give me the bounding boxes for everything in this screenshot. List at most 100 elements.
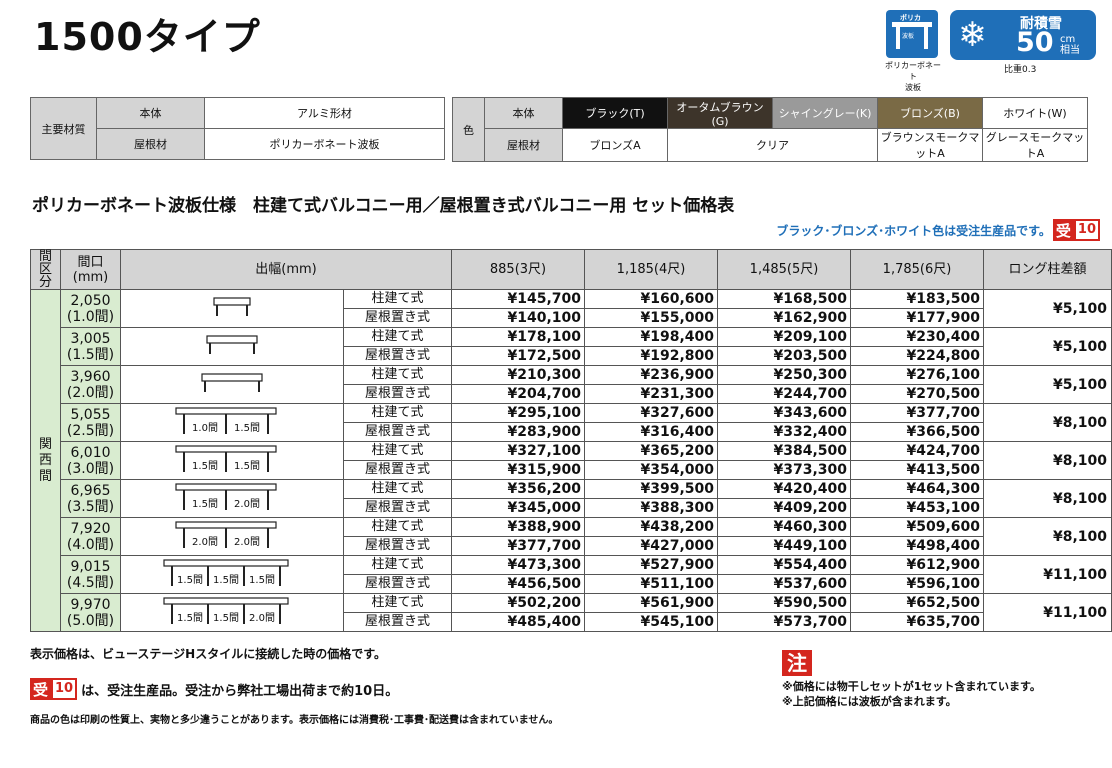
type-label: 屋根置き式 [343,460,452,480]
price-cell: ¥498,400 [850,536,984,556]
made-to-order-badge: 受 10 [30,678,78,700]
footer-note-2: 受 10 は、受注生産品。受注から弊社工場出荷まで約10日。 [30,678,398,700]
color-swatch: ブロンズ(B) [877,97,983,129]
price-cell: ¥545,100 [584,612,718,632]
post-span-label: 1.5間 [177,574,203,586]
footer-note-3: 商品の色は印刷の性質上、実物と多少違うことがあります。表示価格には消費税･工事費… [30,715,559,726]
price-cell: ¥420,400 [717,479,851,499]
price-cell: ¥204,700 [451,384,585,404]
price-cell: ¥561,900 [584,593,718,613]
diagram-cell: 2.0間 2.0間 [120,517,344,556]
roof-shape [175,407,277,415]
roof-color: グレースモークマットA [982,128,1088,162]
type-label: 屋根置き式 [343,422,452,442]
table-row: 9,970 (5.0間) 1.5間 1.5間 2.0間 柱建て式 ¥502,200 ¥561,… [31,593,1112,632]
price-cell: ¥449,100 [717,536,851,556]
balcony-diagram: 1.5間 1.5間 2.0間 [163,597,289,624]
snow-load-icon: ❄ 耐積雪 50 cm相当 [950,10,1096,60]
price-table-title: ポリカーボネート波板仕様 柱建て式バルコニー用／屋根置き式バルコニー用 セット価… [32,196,735,216]
price-cell: ¥209,100 [717,327,851,347]
price-cell: ¥244,700 [717,384,851,404]
price-cell: ¥332,400 [717,422,851,442]
roof-color: ブラウンスモークマットA [877,128,983,162]
price-cell: ¥527,900 [584,555,718,575]
table-row: 6,010 (3.0間) 1.5間 1.5間 柱建て式 ¥327,100 ¥365,200 ¥… [31,441,1112,480]
span-cell: 2,050 (1.0間) [60,289,121,328]
span-ken: (1.5間) [66,346,115,363]
roof-shape [201,373,263,382]
price-cell: ¥327,600 [584,403,718,423]
roof-shape [175,445,277,453]
kubun-header: 間区分 [30,249,61,290]
materials-table: 主要材質 本体 アルミ形材 屋根材 ポリカーボネート波板 [30,97,445,160]
price-cell: ¥366,500 [850,422,984,442]
post-span-label: 2.0間 [234,498,260,510]
price-cell: ¥203,500 [717,346,851,366]
materials-label: 主要材質 [30,97,97,160]
price-cell: ¥373,300 [717,460,851,480]
price-cell: ¥635,700 [850,612,984,632]
table-row: 関西間 2,050 (1.0間) 柱建て式 ¥145,700 ¥160,600 ¥168,5… [30,289,1112,632]
poly-caption-2: 波板 [905,83,921,92]
price-cell: ¥145,700 [451,289,585,309]
price-cell: ¥460,300 [717,517,851,537]
price-cell: ¥140,100 [451,308,585,328]
colors-table: 色 本体 ブラック(T) オータムブラウン(G) シャイングレー(K) ブロンズ(B)… [452,97,1088,162]
price-table: 間区分 間口 (mm) 出幅(mm) 885(3尺) 1,185(4尺) 1,4… [30,249,1112,632]
table-row: 屋根置き式 ¥172,500 ¥192,800 ¥203,500 ¥224,800 [31,346,1112,366]
type-label: 柱建て式 [343,517,452,537]
table-row: 屋根置き式 ¥485,400 ¥545,100 ¥573,700 ¥635,700 [31,612,1112,632]
price-cell: ¥365,200 [584,441,718,461]
span-ken: (3.5間) [66,498,115,515]
page-title: 1500タイプ [34,15,261,59]
price-cell: ¥537,600 [717,574,851,594]
long-post-diff: ¥8,100 [983,441,1112,480]
price-cell: ¥236,900 [584,365,718,385]
roof-color: クリア [667,128,878,162]
price-cell: ¥231,300 [584,384,718,404]
balcony-diagram: 1.5間 1.5間 [175,445,277,472]
span-mm: 9,015 [70,558,111,575]
caution-notes: ※価格には物干しセットが1セット含まれています。 ※上記価格には波板が含まれます… [782,679,1041,709]
post-span-label: 1.5間 [213,612,239,624]
span-cell: 6,965 (3.5間) [60,479,121,518]
price-cell: ¥183,500 [850,289,984,309]
polycarbonate-icon: ポリカ 波板 [886,10,938,58]
color-body-label: 本体 [484,97,563,129]
poly-icon-sub: 波板 [902,33,915,40]
roof-shape [206,335,258,344]
price-cell: ¥230,400 [850,327,984,347]
price-cell: ¥399,500 [584,479,718,499]
table-row: 屋根置き式 ¥140,100 ¥155,000 ¥162,900 ¥177,900 [31,308,1112,328]
table-row: 7,920 (4.0間) 2.0間 2.0間 柱建て式 ¥388,900 ¥438,200 ¥… [31,517,1112,556]
price-cell: ¥456,500 [451,574,585,594]
price-cell: ¥283,900 [451,422,585,442]
snow-label: 耐積雪 [1020,16,1062,32]
snow-value: 50 [1016,27,1054,58]
type-label: 柱建て式 [343,365,452,385]
roof-shape [163,559,289,567]
color-roof-label: 屋根材 [484,128,563,162]
table-row: 3,960 (2.0間) 柱建て式 ¥210,300 ¥236,900 ¥250,300 ¥… [31,365,1112,404]
price-cell: ¥177,900 [850,308,984,328]
balcony-diagram: 1.5間 2.0間 [175,483,277,510]
price-cell: ¥160,600 [584,289,718,309]
footer-note-1: 表示価格は、ビューステージHスタイルに接続した時の価格です。 [30,647,387,661]
col-header: 885(3尺) [451,249,585,290]
table-row: 屋根置き式 ¥315,900 ¥354,000 ¥373,300 ¥413,500 [31,460,1112,480]
balcony-diagram: 1.5間 1.5間 1.5間 [163,559,289,586]
price-cell: ¥168,500 [717,289,851,309]
post-span-label: 1.5間 [234,422,260,434]
table-row: 屋根置き式 ¥377,700 ¥427,000 ¥449,100 ¥498,400 [31,536,1112,556]
balcony-diagram: 1.0間 1.5間 [175,407,277,434]
caution-note: ※価格には物干しセットが1セット含まれています。 [782,680,1041,693]
badge-days: 10 [51,678,78,700]
mat-row-label: 屋根材 [96,128,205,160]
price-cell: ¥453,100 [850,498,984,518]
span-mm: 3,005 [70,330,111,347]
span-mm: 5,055 [70,406,111,423]
type-label: 屋根置き式 [343,536,452,556]
price-cell: ¥377,700 [850,403,984,423]
type-label: 屋根置き式 [343,346,452,366]
color-swatch: ブラック(T) [562,97,668,129]
